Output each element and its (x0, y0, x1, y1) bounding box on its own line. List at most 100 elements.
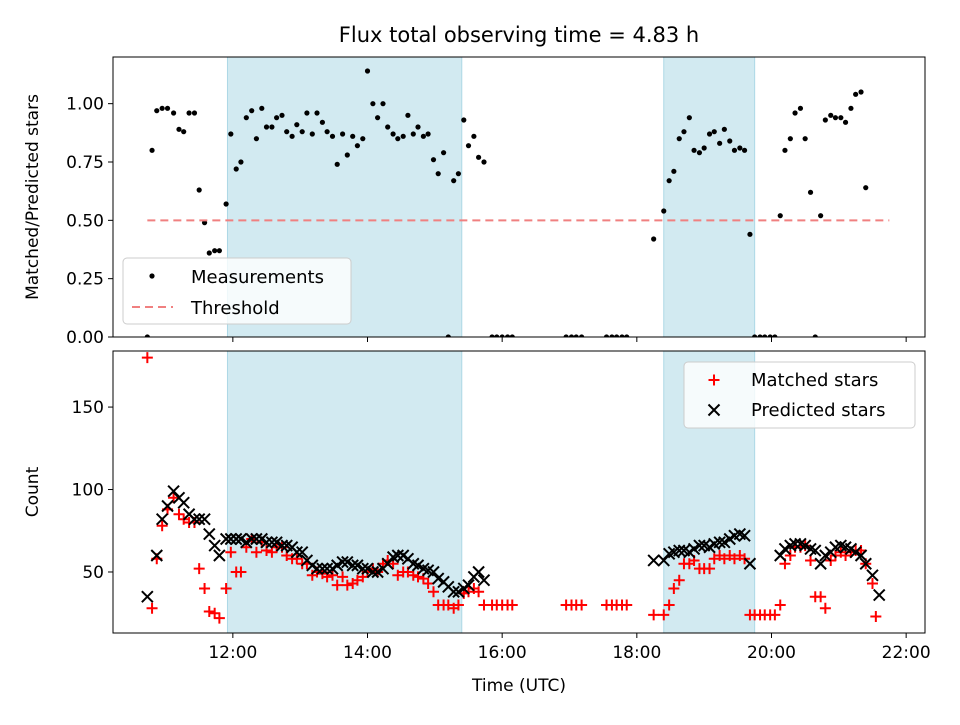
matched-star-point (199, 582, 211, 594)
measurement-point (504, 334, 511, 337)
measurement-point (711, 129, 717, 135)
measurement-point (579, 334, 585, 337)
measurement-point (344, 152, 350, 158)
measurement-point (294, 122, 300, 128)
measurement-point (731, 147, 738, 153)
measurement-point (822, 117, 828, 123)
measurement-point (489, 334, 495, 337)
measurement-point (863, 185, 869, 191)
predicted-star-point (219, 532, 233, 546)
measurement-point (752, 334, 758, 337)
predicted-star-point (713, 536, 726, 549)
matched-star-point (648, 609, 660, 621)
predicted-star-point (356, 562, 370, 575)
measurement-point (762, 334, 768, 337)
matched-star-point (819, 602, 831, 614)
measurement-point (858, 89, 864, 95)
top-legend-box (122, 257, 352, 325)
predicted-star-point (208, 539, 221, 552)
bottom-legend-box (683, 361, 916, 429)
measurement-point (259, 105, 265, 111)
measurement-point (212, 248, 218, 254)
predicted-star-point (336, 555, 349, 569)
measurement-point (706, 131, 713, 137)
measurement-point (181, 129, 187, 135)
measurement-point (390, 131, 396, 137)
top-shaded-interval-1 (663, 57, 756, 337)
predicted-star-point (155, 513, 169, 526)
measurement-point (624, 334, 630, 337)
predicted-star-point (788, 537, 802, 551)
predicted-star-point (854, 549, 868, 562)
matched-star-point (331, 579, 343, 591)
predicted-star-point (192, 513, 206, 526)
measurement-point (509, 334, 515, 337)
measurement-point (792, 110, 798, 116)
measurement-point (676, 136, 682, 142)
matched-star-point (220, 582, 232, 594)
measurement-point (314, 110, 320, 116)
predicted-star-point (150, 549, 163, 562)
measurement-point (263, 124, 270, 130)
predicted-star-point (447, 585, 460, 598)
top-y-tick-label: 0.75 (66, 153, 104, 173)
matched-star-point (225, 546, 237, 558)
predicted-star-point (462, 578, 475, 592)
predicted-star-point (295, 545, 309, 559)
measurement-point (499, 334, 505, 337)
predicted-star-point (161, 499, 174, 513)
predicted-star-point (320, 562, 334, 575)
x-tick-label: 22:00 (882, 643, 931, 663)
matched-star-point (774, 599, 786, 611)
matched-star-point (193, 563, 205, 575)
matched-star-point (168, 492, 180, 504)
predicted-star-point (290, 545, 304, 559)
measurement-point (772, 334, 778, 337)
bottom-y-tick-label: 50 (82, 563, 104, 583)
predicted-star-point (250, 532, 263, 546)
matched-star-point (506, 599, 518, 611)
top-panel: 0.00 0.25 0.50 0.75 1.00 Matched/Predicted st… (23, 56, 926, 348)
matched-star-point (704, 563, 716, 575)
measurement-point (651, 236, 657, 242)
x-tick-label: 18:00 (612, 643, 661, 663)
predicted-star-point (260, 536, 273, 549)
predicted-star-point (230, 532, 243, 546)
matched-star-point (673, 574, 685, 586)
measurement-point (154, 108, 160, 114)
measurement-point (807, 189, 814, 195)
predicted-star-point (366, 565, 380, 579)
predicted-star-point (743, 557, 757, 570)
measurement-point (465, 143, 472, 149)
predicted-star-point (873, 588, 886, 602)
top-y-tick-label: 0.50 (66, 211, 104, 231)
predicted-star-point (391, 549, 405, 562)
measurement-point (334, 161, 340, 167)
matched-star-point (141, 352, 153, 364)
measurement-point (360, 136, 366, 142)
predicted-star-point (198, 513, 211, 526)
measurement-point (149, 147, 155, 153)
measurement-point (350, 133, 356, 139)
measurement-point (471, 133, 477, 139)
measurement-point (324, 129, 330, 135)
predicted-star-point (310, 562, 324, 575)
top-axes-frame (112, 56, 926, 338)
measurement-point (802, 136, 808, 142)
bottom-axes-frame (112, 350, 926, 634)
predicted-star-point (693, 539, 706, 552)
measurement-point (420, 133, 426, 139)
measurement-point (727, 138, 733, 144)
measurement-point (405, 112, 411, 118)
measurement-point (782, 147, 788, 153)
predicted-star-point (203, 527, 216, 541)
measurement-point (828, 112, 834, 118)
measurement-point (568, 334, 575, 337)
legend-label-threshold: Threshold (190, 298, 280, 319)
measurement-point (563, 334, 569, 337)
matched-star-point (473, 586, 485, 598)
predicted-star-point (774, 549, 787, 562)
measurement-point (494, 334, 500, 337)
measurement-point (686, 115, 692, 121)
measurement-point (364, 68, 371, 74)
